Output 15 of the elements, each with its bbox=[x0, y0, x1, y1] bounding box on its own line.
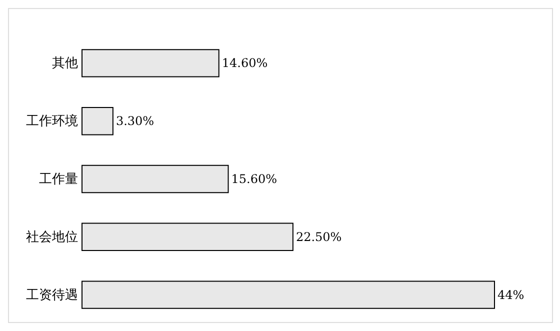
bar bbox=[82, 49, 220, 78]
bar bbox=[82, 164, 229, 194]
bar bbox=[82, 106, 114, 136]
data-label: 3.30% bbox=[116, 114, 154, 128]
y-tick-label: 工作环境 bbox=[26, 113, 78, 130]
data-label: 44% bbox=[498, 288, 524, 302]
bar bbox=[82, 222, 294, 252]
y-tick-label: 社会地位 bbox=[26, 230, 78, 245]
data-label: 14.60% bbox=[222, 56, 268, 70]
bar bbox=[82, 280, 495, 309]
data-label: 22.50% bbox=[296, 230, 342, 244]
y-tick-label: 工作量 bbox=[39, 172, 78, 187]
data-label: 15.60% bbox=[231, 172, 278, 186]
y-tick-label: 工资待遇 bbox=[26, 288, 78, 303]
y-tick-label: 其他 bbox=[52, 56, 78, 72]
